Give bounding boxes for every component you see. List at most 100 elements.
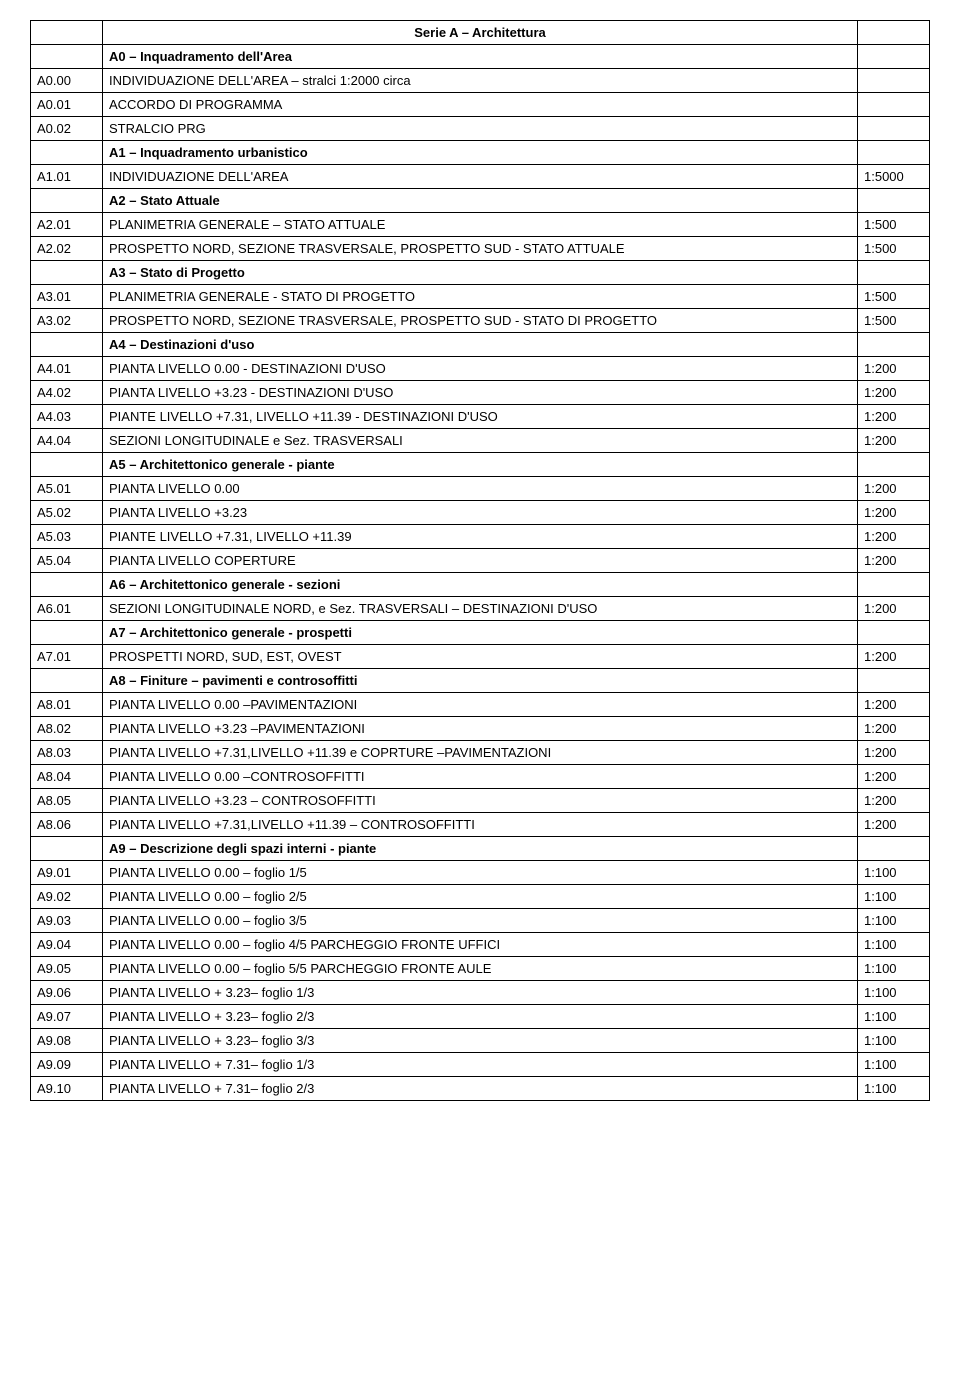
scale-cell: 1:500 — [858, 285, 930, 309]
code-cell: A9.05 — [31, 957, 103, 981]
scale-cell: 1:200 — [858, 789, 930, 813]
table-row: A9.05PIANTA LIVELLO 0.00 – foglio 5/5 PA… — [31, 957, 930, 981]
description-cell: PIANTA LIVELLO +3.23 – CONTROSOFFITTI — [103, 789, 858, 813]
scale-cell: 1:100 — [858, 957, 930, 981]
table-row: A9.07PIANTA LIVELLO + 3.23– foglio 2/31:… — [31, 1005, 930, 1029]
description-cell: PLANIMETRIA GENERALE – STATO ATTUALE — [103, 213, 858, 237]
table-row: A9.01PIANTA LIVELLO 0.00 – foglio 1/51:1… — [31, 861, 930, 885]
code-cell: A9.03 — [31, 909, 103, 933]
scale-cell — [858, 117, 930, 141]
description-cell: A6 – Architettonico generale - sezioni — [103, 573, 858, 597]
code-cell: A4.02 — [31, 381, 103, 405]
description-cell: PIANTA LIVELLO 0.00 – foglio 4/5 PARCHEG… — [103, 933, 858, 957]
table-row: A1.01INDIVIDUAZIONE DELL'AREA1:5000 — [31, 165, 930, 189]
scale-cell: 1:100 — [858, 909, 930, 933]
description-cell: PIANTA LIVELLO +3.23 –PAVIMENTAZIONI — [103, 717, 858, 741]
table-row: A4.04SEZIONI LONGITUDINALE e Sez. TRASVE… — [31, 429, 930, 453]
code-cell: A4.03 — [31, 405, 103, 429]
description-cell: A1 – Inquadramento urbanistico — [103, 141, 858, 165]
scale-cell — [858, 141, 930, 165]
scale-cell: 1:200 — [858, 381, 930, 405]
table-row: A4.02PIANTA LIVELLO +3.23 - DESTINAZIONI… — [31, 381, 930, 405]
table-row: A6.01SEZIONI LONGITUDINALE NORD, e Sez. … — [31, 597, 930, 621]
description-cell: INDIVIDUAZIONE DELL'AREA – stralci 1:200… — [103, 69, 858, 93]
code-cell: A9.08 — [31, 1029, 103, 1053]
table-row: A8.01PIANTA LIVELLO 0.00 –PAVIMENTAZIONI… — [31, 693, 930, 717]
table-row: A8.04PIANTA LIVELLO 0.00 –CONTROSOFFITTI… — [31, 765, 930, 789]
description-cell: PIANTA LIVELLO 0.00 – foglio 5/5 PARCHEG… — [103, 957, 858, 981]
table-row: A8.03PIANTA LIVELLO +7.31,LIVELLO +11.39… — [31, 741, 930, 765]
code-cell: A5.01 — [31, 477, 103, 501]
code-cell — [31, 669, 103, 693]
description-cell: PIANTA LIVELLO + 3.23– foglio 3/3 — [103, 1029, 858, 1053]
code-cell: A0.02 — [31, 117, 103, 141]
description-cell: PROSPETTI NORD, SUD, EST, OVEST — [103, 645, 858, 669]
code-cell: A8.06 — [31, 813, 103, 837]
description-cell: PIANTA LIVELLO + 7.31– foglio 2/3 — [103, 1077, 858, 1101]
code-cell: A7.01 — [31, 645, 103, 669]
scale-cell: 1:200 — [858, 405, 930, 429]
description-cell: PROSPETTO NORD, SEZIONE TRASVERSALE, PRO… — [103, 237, 858, 261]
scale-cell: 1:200 — [858, 813, 930, 837]
code-cell: A0.00 — [31, 69, 103, 93]
description-cell: PIANTA LIVELLO +3.23 - DESTINAZIONI D'US… — [103, 381, 858, 405]
scale-cell: 1:100 — [858, 1029, 930, 1053]
description-cell: PIANTA LIVELLO + 3.23– foglio 2/3 — [103, 1005, 858, 1029]
table-row: A4 – Destinazioni d'uso — [31, 333, 930, 357]
code-cell: A4.01 — [31, 357, 103, 381]
table-row: A9.06PIANTA LIVELLO + 3.23– foglio 1/31:… — [31, 981, 930, 1005]
scale-cell: 1:100 — [858, 933, 930, 957]
scale-cell: 1:100 — [858, 1053, 930, 1077]
description-cell: A7 – Architettonico generale - prospetti — [103, 621, 858, 645]
table-row: A5.03PIANTE LIVELLO +7.31, LIVELLO +11.3… — [31, 525, 930, 549]
code-cell: A9.10 — [31, 1077, 103, 1101]
table-row: A5.04PIANTA LIVELLO COPERTURE1:200 — [31, 549, 930, 573]
scale-cell: 1:100 — [858, 1077, 930, 1101]
table-row: A2.01PLANIMETRIA GENERALE – STATO ATTUAL… — [31, 213, 930, 237]
description-cell: STRALCIO PRG — [103, 117, 858, 141]
table-row: A0.00INDIVIDUAZIONE DELL'AREA – stralci … — [31, 69, 930, 93]
table-row: A9.10PIANTA LIVELLO + 7.31– foglio 2/31:… — [31, 1077, 930, 1101]
scale-cell — [858, 333, 930, 357]
scale-cell — [858, 573, 930, 597]
table-row: A1 – Inquadramento urbanistico — [31, 141, 930, 165]
scale-cell: 1:500 — [858, 309, 930, 333]
table-row: A8.06PIANTA LIVELLO +7.31,LIVELLO +11.39… — [31, 813, 930, 837]
scale-cell: 1:200 — [858, 717, 930, 741]
code-cell — [31, 189, 103, 213]
code-cell: A8.01 — [31, 693, 103, 717]
description-cell: PIANTA LIVELLO 0.00 –PAVIMENTAZIONI — [103, 693, 858, 717]
scale-cell — [858, 669, 930, 693]
scale-cell: 1:200 — [858, 693, 930, 717]
code-cell: A4.04 — [31, 429, 103, 453]
description-cell: PIANTA LIVELLO 0.00 –CONTROSOFFITTI — [103, 765, 858, 789]
table-row: A9 – Descrizione degli spazi interni - p… — [31, 837, 930, 861]
scale-cell — [858, 45, 930, 69]
description-cell: Serie A – Architettura — [103, 21, 858, 45]
scale-cell — [858, 261, 930, 285]
code-cell: A5.04 — [31, 549, 103, 573]
scale-cell: 1:200 — [858, 357, 930, 381]
table-row: A9.09PIANTA LIVELLO + 7.31– foglio 1/31:… — [31, 1053, 930, 1077]
scale-cell: 1:100 — [858, 861, 930, 885]
scale-cell: 1:500 — [858, 237, 930, 261]
code-cell — [31, 453, 103, 477]
code-cell — [31, 837, 103, 861]
code-cell: A9.04 — [31, 933, 103, 957]
description-cell: A2 – Stato Attuale — [103, 189, 858, 213]
table-row: A9.08PIANTA LIVELLO + 3.23– foglio 3/31:… — [31, 1029, 930, 1053]
description-cell: PIANTA LIVELLO 0.00 – foglio 3/5 — [103, 909, 858, 933]
description-cell: PIANTA LIVELLO + 3.23– foglio 1/3 — [103, 981, 858, 1005]
description-cell: SEZIONI LONGITUDINALE e Sez. TRASVERSALI — [103, 429, 858, 453]
description-cell: A9 – Descrizione degli spazi interni - p… — [103, 837, 858, 861]
scale-cell: 1:200 — [858, 501, 930, 525]
scale-cell: 1:5000 — [858, 165, 930, 189]
code-cell: A2.01 — [31, 213, 103, 237]
scale-cell — [858, 837, 930, 861]
code-cell — [31, 21, 103, 45]
table-row: Serie A – Architettura — [31, 21, 930, 45]
table-row: A7.01PROSPETTI NORD, SUD, EST, OVEST1:20… — [31, 645, 930, 669]
table-row: A2.02PROSPETTO NORD, SEZIONE TRASVERSALE… — [31, 237, 930, 261]
code-cell: A9.09 — [31, 1053, 103, 1077]
table-row: A2 – Stato Attuale — [31, 189, 930, 213]
